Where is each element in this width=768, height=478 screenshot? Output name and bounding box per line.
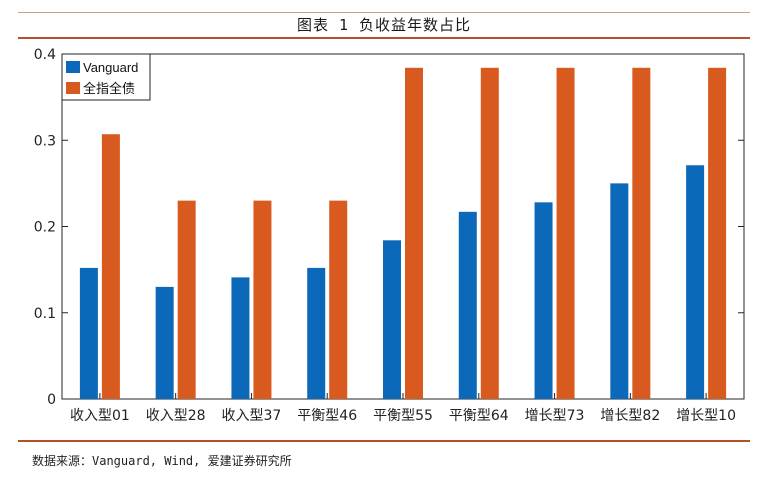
x-tick-label: 平衡型64 xyxy=(449,408,509,424)
bar-index-4 xyxy=(329,200,348,399)
bar-index-9 xyxy=(708,67,727,400)
y-tick-label: 0.4 xyxy=(34,47,56,63)
legend-swatch-index xyxy=(66,82,80,94)
plot-area xyxy=(61,53,745,400)
bars-group xyxy=(79,67,727,400)
legend: Vanguard 全指全债 xyxy=(61,53,151,101)
title-rule xyxy=(18,37,750,39)
x-axis: 收入型01 收入型28 收入型37 平衡型46 平衡型55 平衡型64 增长型73 增长型82… xyxy=(70,393,736,424)
x-tick-label: 平衡型55 xyxy=(373,408,433,424)
figure-title: 图表 1 负收益年数占比 xyxy=(296,16,472,34)
bar-chart: 0 0.1 0.2 0.3 0.4 收入型01 收入型28 收入型37 平衡型46 平衡型55 平… xyxy=(34,47,745,424)
bar-index-6 xyxy=(480,67,499,400)
x-tick-label: 收入型01 xyxy=(70,408,130,424)
bar-index-7 xyxy=(556,67,575,400)
top-rule xyxy=(18,12,750,13)
bar-index-2 xyxy=(177,200,196,399)
bar-index-5 xyxy=(405,67,423,400)
legend-label-vanguard: Vanguard xyxy=(83,60,138,75)
bar-vanguard-1 xyxy=(79,267,98,399)
bar-vanguard-9 xyxy=(686,165,705,399)
x-tick-label: 收入型28 xyxy=(146,408,206,424)
bottom-rule xyxy=(18,440,750,442)
y-tick-label: 0.3 xyxy=(34,133,56,149)
source-note: 数据来源：Vanguard, Wind, 爱建证券研究所 xyxy=(32,454,292,468)
bar-vanguard-5 xyxy=(383,240,401,399)
x-tick-label: 增长型73 xyxy=(525,408,585,424)
y-tick-label: 0.1 xyxy=(34,306,56,322)
bar-vanguard-4 xyxy=(307,267,326,399)
y-tick-label: 0 xyxy=(47,392,56,408)
bar-vanguard-7 xyxy=(534,202,553,399)
bar-index-1 xyxy=(101,134,120,399)
bar-vanguard-3 xyxy=(231,277,250,399)
bar-index-3 xyxy=(253,200,272,399)
y-tick-label: 0.2 xyxy=(34,220,56,236)
y-axis: 0 0.1 0.2 0.3 0.4 xyxy=(34,47,744,408)
bar-vanguard-2 xyxy=(155,286,174,399)
x-tick-label: 增长型82 xyxy=(600,408,660,424)
x-tick-label: 平衡型46 xyxy=(297,408,357,424)
x-tick-label: 收入型37 xyxy=(222,408,282,424)
bar-vanguard-8 xyxy=(610,183,629,399)
x-tick-label: 增长型10 xyxy=(676,408,736,424)
bar-vanguard-6 xyxy=(458,211,477,399)
legend-label-index: 全指全债 xyxy=(83,81,135,96)
bar-index-8 xyxy=(632,67,651,400)
legend-swatch-vanguard xyxy=(66,61,80,73)
